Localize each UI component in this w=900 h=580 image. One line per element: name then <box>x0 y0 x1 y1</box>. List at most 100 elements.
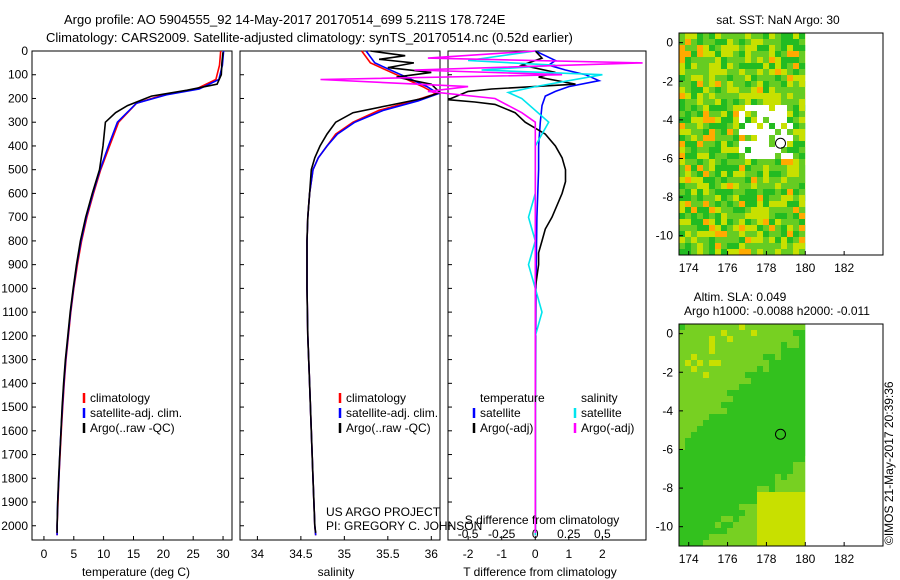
panel-sst-cell <box>691 225 697 231</box>
panel-sla-cell <box>715 510 721 516</box>
panel-sst-cell <box>775 243 781 249</box>
panel-sst-cell <box>709 75 715 81</box>
panel-sla-cell <box>787 456 793 462</box>
panel-sst-cell <box>685 147 691 153</box>
difference-s-tick-label: 0.25 <box>557 527 581 541</box>
panel-sla-cell <box>697 414 703 420</box>
panel-sla-cell <box>727 426 733 432</box>
panel-sla-cell <box>703 486 709 492</box>
panel-sst-cell <box>685 159 691 165</box>
panel-sla-cell <box>697 450 703 456</box>
panel-sla-cell <box>679 384 685 390</box>
panel-sla-cell <box>697 462 703 468</box>
panel-sla-cell <box>775 354 781 360</box>
panel-sla-cell <box>685 486 691 492</box>
panel-sst-cell <box>769 237 775 243</box>
panel-sla-cell <box>703 378 709 384</box>
panel-sst-cell <box>697 123 703 129</box>
panel-sst-cell <box>703 105 709 111</box>
panel-sst-cell <box>787 141 793 147</box>
panel-sla-cell <box>715 492 721 498</box>
panel-sla-cell <box>787 378 793 384</box>
panel-sla-cell <box>721 366 727 372</box>
panel-sla-cell <box>781 336 787 342</box>
difference-salinity-legend-label: satellite <box>581 406 622 420</box>
panel-sst-cell <box>775 159 781 165</box>
panel-sst-cell <box>763 117 769 123</box>
panel-sst-cell <box>703 249 709 255</box>
panel-sla-cell <box>709 498 715 504</box>
depth-tick-label: 900 <box>8 258 28 272</box>
panel-sla-cell <box>793 462 799 468</box>
panel-sla-cell <box>799 396 805 402</box>
panel-sla-cell <box>739 336 745 342</box>
panel-sla-cell <box>697 498 703 504</box>
panel-sla-cell <box>787 420 793 426</box>
panel-sla-cell <box>733 384 739 390</box>
panel-sst-cell <box>763 243 769 249</box>
panel-sst-cell <box>775 165 781 171</box>
panel-sla-cell <box>769 480 775 486</box>
panel-sst-cell <box>751 51 757 57</box>
panel-sla-cell <box>763 414 769 420</box>
panel-sst-cell <box>733 51 739 57</box>
panel-sst-cell <box>733 75 739 81</box>
panel-sst-xtick-label: 178 <box>756 261 776 275</box>
panel-sla-cell <box>703 540 709 546</box>
panel-sla-cell <box>739 414 745 420</box>
panel-sla-cell <box>745 474 751 480</box>
panel-sst-cell <box>691 33 697 39</box>
panel-sla-cell <box>691 444 697 450</box>
project-label: US ARGO PROJECT <box>326 505 441 519</box>
panel-sst-cell <box>793 147 799 153</box>
panel-sla-cell <box>703 450 709 456</box>
depth-tick-label: 1000 <box>1 281 28 295</box>
panel-sla-cell <box>745 378 751 384</box>
difference-line-blue <box>534 50 602 536</box>
panel-sla-cell <box>733 354 739 360</box>
panel-sst-cell <box>739 231 745 237</box>
panel-sla-cell <box>769 426 775 432</box>
panel-sla-cell <box>775 468 781 474</box>
panel-sla-cell <box>715 414 721 420</box>
timestamp-label: ©IMOS 21-May-2017 20:39:36 <box>882 381 896 545</box>
panel-sla-cell <box>685 396 691 402</box>
panel-sst-cell <box>793 177 799 183</box>
panel-sla-cell <box>709 438 715 444</box>
panel-sst-cell <box>679 153 685 159</box>
panel-sst-cell <box>787 195 793 201</box>
panel-sst-cell <box>763 57 769 63</box>
panel-sla-cell <box>721 360 727 366</box>
panel-sst-cell <box>727 237 733 243</box>
panel-sla-cell <box>685 480 691 486</box>
panel-sst-cell <box>709 189 715 195</box>
panel-sla-cell <box>787 354 793 360</box>
panel-sla-cell <box>781 372 787 378</box>
panel-sla-cell <box>751 438 757 444</box>
panel-sla-cell <box>739 408 745 414</box>
panel-sst-cell <box>691 243 697 249</box>
panel-sst-cell <box>745 201 751 207</box>
panel-sst-cell <box>715 213 721 219</box>
panel-sst-cell <box>715 69 721 75</box>
panel-sla-cell <box>697 348 703 354</box>
panel-sla-cell <box>733 528 739 534</box>
panel-sla-cell <box>745 372 751 378</box>
panel-sla-cell <box>727 468 733 474</box>
panel-sst-cell <box>739 201 745 207</box>
panel-sla-cell <box>769 396 775 402</box>
panel-sla-cell <box>769 444 775 450</box>
panel-sla-cell <box>679 450 685 456</box>
panel-sst-cell <box>799 243 805 249</box>
panel-sst-cell <box>757 99 763 105</box>
panel-sla-cell <box>703 474 709 480</box>
panel-sst-cell <box>685 39 691 45</box>
panel-sla-cell <box>727 528 733 534</box>
panel-sla-cell <box>799 366 805 372</box>
panel-sla-cell <box>715 372 721 378</box>
panel-sst-cell <box>733 201 739 207</box>
panel-sst-cell <box>757 207 763 213</box>
panel-sla-cell <box>763 378 769 384</box>
difference-panel: -2 -1 0 1 2-0.5 -0.25 0 0.25 0.5temperaturesatel… <box>320 50 647 561</box>
panel-sst-cell <box>787 69 793 75</box>
